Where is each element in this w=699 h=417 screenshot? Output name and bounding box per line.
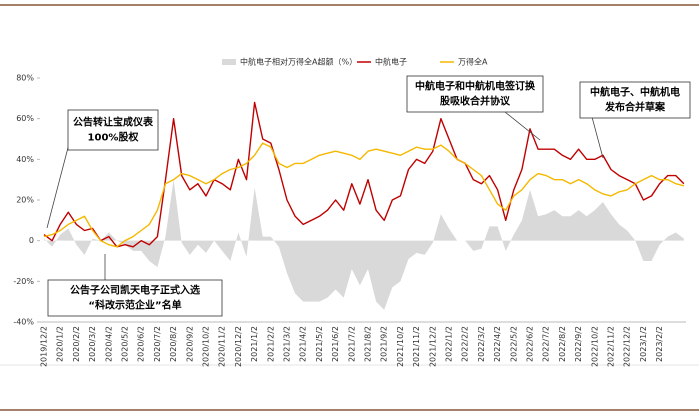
x-tick-label: 2020/5/2 — [121, 326, 130, 362]
x-tick-label: 2021/3/2 — [283, 326, 292, 362]
y-tick-label: 20% — [16, 196, 34, 205]
x-tick-label: 2021/9/2 — [380, 326, 389, 362]
x-tick-label: 2022/9/2 — [574, 326, 583, 362]
annotation-text: 公告子公司凯天电子正式入选 — [70, 284, 200, 297]
annotation-text: “科改示范企业”名单 — [88, 299, 181, 312]
annotation-text: 中航电子、中航机电 — [590, 86, 680, 99]
x-tick-label: 2020/12/2 — [234, 326, 243, 367]
annotation-text: 发布合并草案 — [604, 101, 666, 114]
x-tick-label: 2021/12/2 — [428, 326, 437, 367]
x-tick-label: 2022/6/2 — [526, 326, 535, 362]
y-tick-label: -20% — [13, 277, 34, 286]
x-tick-label: 2022/5/2 — [509, 326, 518, 362]
annotation-text: 股吸收合并协议 — [440, 95, 511, 108]
x-tick-label: 2020/2/2 — [72, 326, 81, 362]
x-tick-label: 2023/1/2 — [639, 326, 648, 362]
annotation-box — [47, 279, 223, 317]
y-tick-label: 40% — [16, 155, 34, 164]
x-tick-label: 2022/4/2 — [493, 326, 502, 362]
annotation-box — [406, 75, 544, 113]
x-tick-label: 2022/3/2 — [477, 326, 486, 362]
y-tick-label: 0 — [29, 236, 34, 245]
x-tick-label: 2022/10/2 — [590, 326, 599, 367]
x-tick-label: 2020/4/2 — [104, 326, 113, 362]
series-line — [43, 101, 685, 248]
annotation-pointer — [46, 139, 71, 229]
annotation-box — [67, 109, 159, 151]
y-tick-label: -40% — [13, 318, 34, 327]
x-tick-label: 2022/8/2 — [558, 326, 567, 362]
excess-area — [44, 179, 684, 310]
annotation-text: 公告转让宝成仪表 — [73, 116, 154, 129]
x-tick-label: 2021/4/2 — [299, 326, 308, 362]
legend-swatch — [222, 59, 236, 65]
legend-label: 万得全A — [458, 57, 488, 67]
annotation-text: 中航电子和中航机电签订换 — [415, 80, 536, 93]
x-tick-label: 2021/10/2 — [396, 326, 405, 367]
x-tick-label: 2021/7/2 — [347, 326, 356, 362]
x-tick-label: 2020/8/2 — [169, 326, 178, 362]
x-tick-label: 2022/7/2 — [542, 326, 551, 362]
x-tick-label: 2020/11/2 — [218, 326, 227, 367]
annotation-text: 100%股权 — [88, 131, 140, 144]
annotations — [46, 111, 604, 282]
x-tick-label: 2022/2/2 — [461, 326, 470, 362]
y-tick-label: 80% — [16, 74, 34, 83]
annotation-box — [579, 81, 691, 119]
x-tick-label: 2022/12/2 — [623, 326, 632, 367]
annotation-pointer — [591, 116, 604, 159]
x-tick-label: 2020/3/2 — [88, 326, 97, 362]
x-tick-label: 2021/8/2 — [364, 326, 373, 362]
x-tick-label: 2021/1/2 — [250, 326, 259, 362]
series-line — [43, 142, 685, 248]
legend-label: 中航电子相对万得全A超额（%） — [240, 57, 357, 67]
x-tick-label: 2020/6/2 — [137, 326, 146, 362]
x-tick-label: 2023/2/2 — [655, 326, 664, 362]
x-tick-label: 2021/6/2 — [331, 326, 340, 362]
annotation-pointer — [504, 111, 541, 141]
x-tick-label: 2021/5/2 — [315, 326, 324, 362]
y-tick-label: 60% — [16, 114, 34, 123]
legend-label: 中航电子 — [375, 57, 407, 67]
x-tick-label: 2020/7/2 — [153, 326, 162, 362]
x-tick-label: 2021/11/2 — [412, 326, 421, 367]
x-tick-label: 2022/1/2 — [445, 326, 454, 362]
x-tick-label: 2020/9/2 — [185, 326, 194, 362]
x-tick-label: 2021/2/2 — [266, 326, 275, 362]
x-tick-label: 2020/10/2 — [202, 326, 211, 367]
x-tick-label: 2019/12/2 — [40, 326, 49, 367]
x-tick-label: 2020/1/2 — [56, 326, 65, 362]
x-tick-label: 2022/11/2 — [607, 326, 616, 367]
